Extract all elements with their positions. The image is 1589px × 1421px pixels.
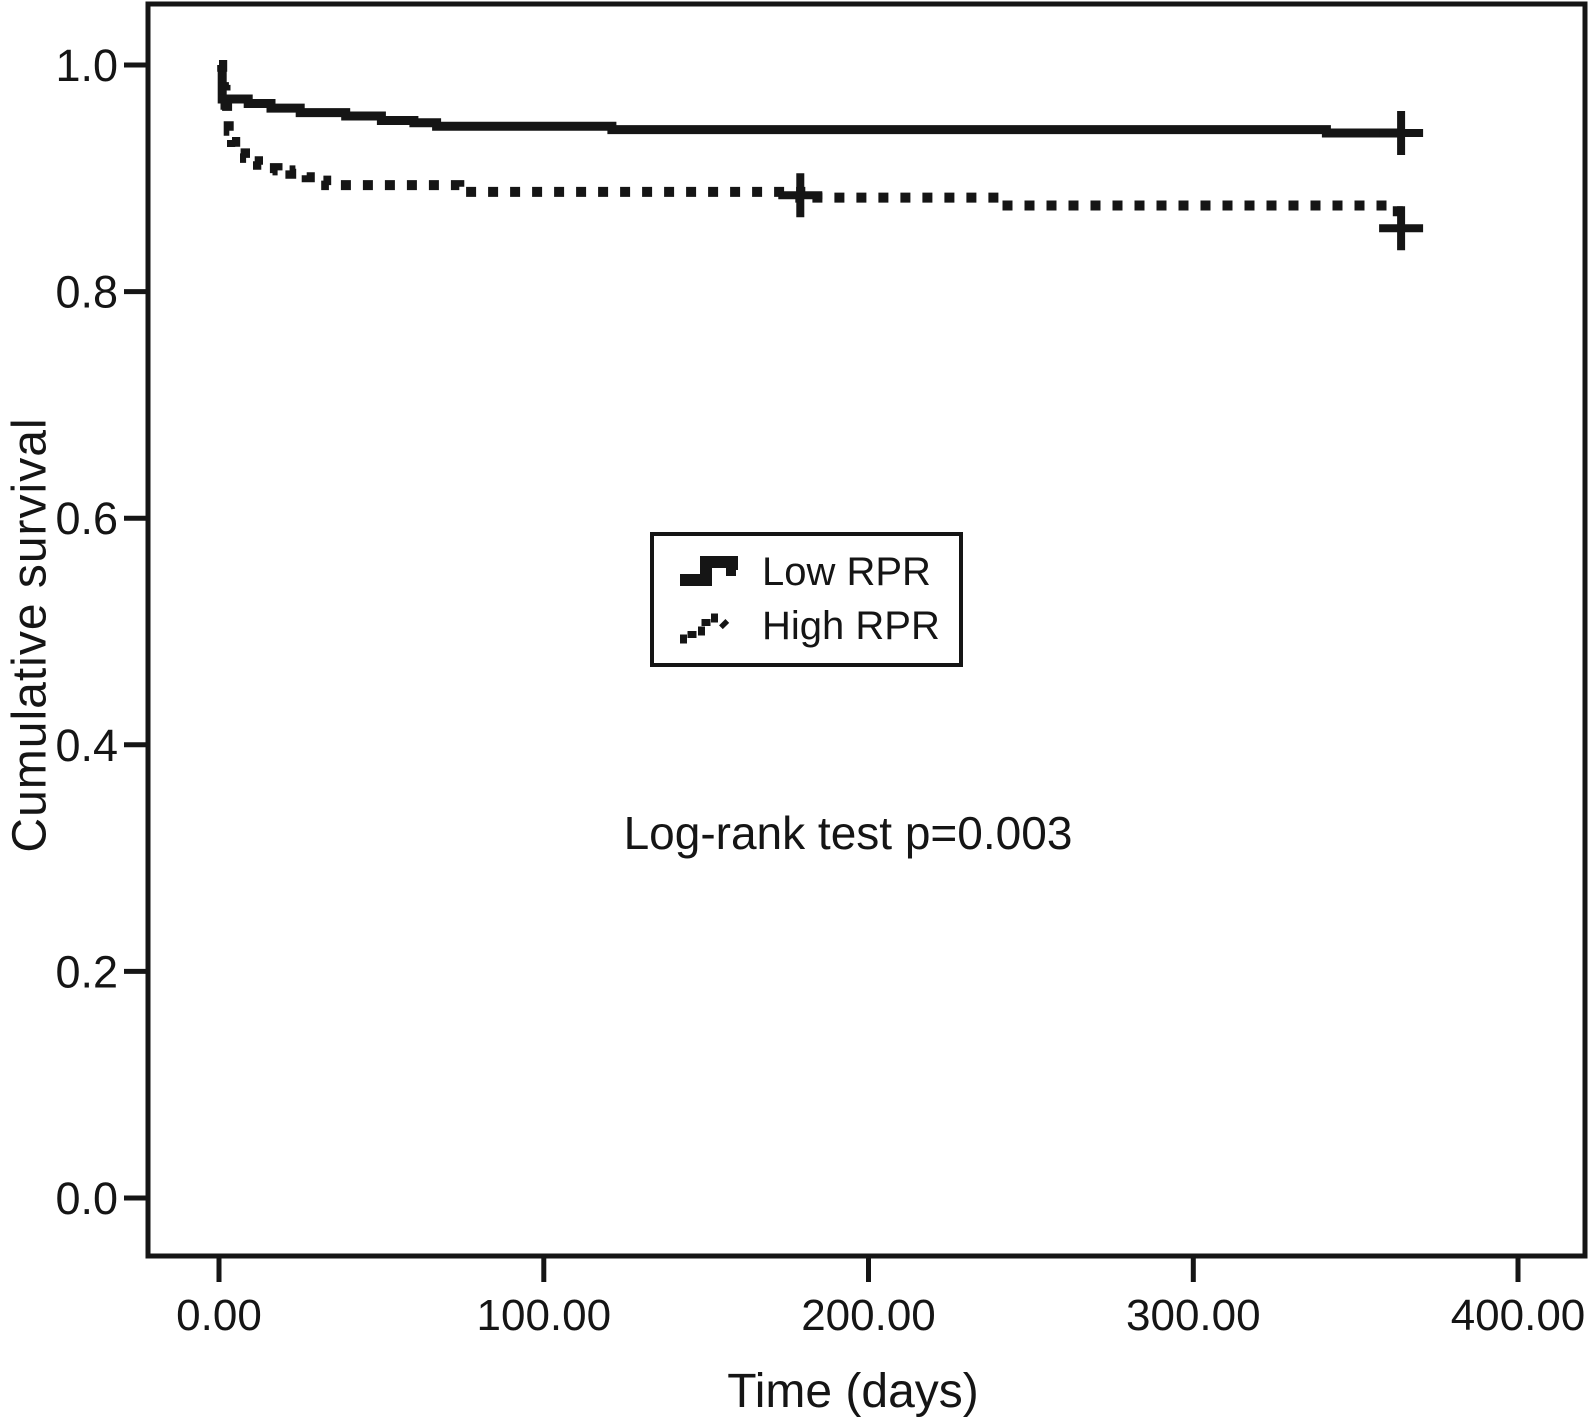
censor-mark-high-rpr — [778, 173, 823, 218]
low-rpr-solid-line-icon — [680, 555, 738, 586]
y-axis-title: Cumulative survival — [3, 417, 57, 853]
legend-entry-low-rpr: Low RPR — [676, 548, 959, 598]
x-tick-label: 400.00 — [1451, 1291, 1586, 1340]
y-tick-label: 1.0 — [55, 40, 118, 91]
y-tick-label: 0.0 — [55, 1173, 118, 1224]
legend-box: Low RPR High RPR — [650, 532, 963, 667]
curve-high-rpr — [217, 60, 1405, 234]
x-tick-label: 0.00 — [176, 1291, 262, 1340]
log-rank-annotation: Log-rank test p=0.003 — [623, 807, 1073, 859]
censor-mark-high-rpr — [1379, 206, 1424, 251]
x-tick-label: 200.00 — [801, 1291, 936, 1340]
y-tick-label: 0.4 — [55, 720, 118, 771]
y-tick-label: 0.6 — [55, 493, 118, 544]
high-rpr-dotted-line-icon — [680, 613, 730, 643]
y-tick-label: 0.2 — [55, 946, 118, 997]
y-tick-label: 0.8 — [55, 267, 118, 318]
x-axis-title: Time (days) — [727, 1365, 979, 1418]
x-tick-label: 100.00 — [477, 1291, 612, 1340]
x-tick-label: 300.00 — [1126, 1291, 1261, 1340]
censor-mark-low-rpr — [1379, 111, 1424, 155]
curve-low-rpr — [217, 60, 1405, 138]
legend-entry-high-rpr: High RPR — [676, 602, 959, 652]
legend-label-high-rpr: High RPR — [762, 604, 940, 648]
legend-label-low-rpr: Low RPR — [762, 550, 931, 594]
